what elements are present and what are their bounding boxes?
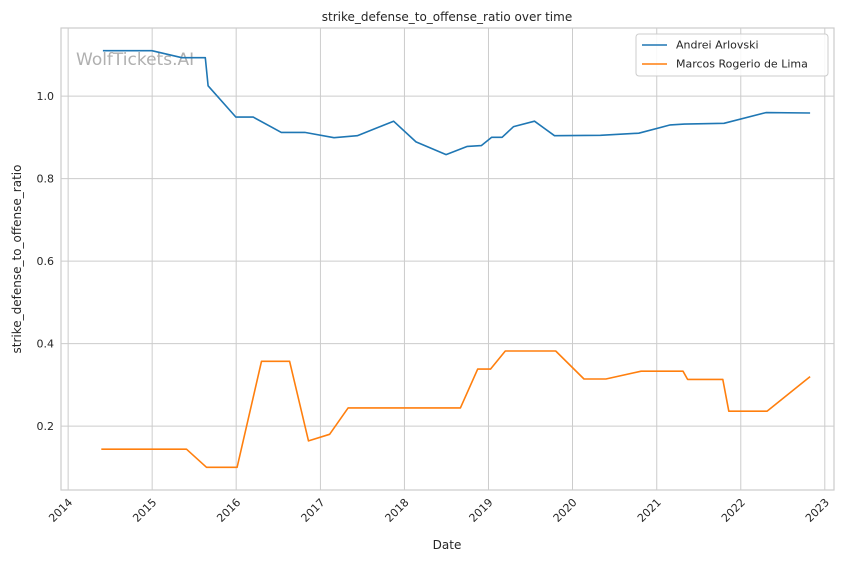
y-tick-label: 0.2 [37, 420, 55, 433]
y-axis-label: strike_defense_to_offense_ratio [10, 165, 24, 354]
legend-label-de-lima: Marcos Rogerio de Lima [676, 58, 808, 71]
watermark: WolfTickets.AI [76, 50, 194, 70]
y-tick-labels: 0.2 0.4 0.6 0.8 1.0 [37, 90, 55, 433]
y-tick-label: 0.8 [37, 173, 55, 186]
legend-box [635, 33, 829, 77]
chart-title: strike_defense_to_offense_ratio over tim… [322, 10, 572, 24]
y-tick-label: 0.4 [37, 338, 55, 351]
y-gridlines [61, 95, 834, 427]
legend-label-arlovski: Andrei Arlovski [676, 39, 759, 52]
y-tick-label: 1.0 [37, 90, 55, 103]
y-tick-label: 0.6 [37, 255, 55, 268]
series-line-andrei-arlovski [102, 49, 811, 156]
series-lines [101, 49, 811, 469]
series-line-marcos-rogerio-de-lima [101, 350, 811, 469]
x-axis-label: Date [433, 538, 462, 552]
x-gridlines [67, 28, 826, 490]
plot-area-frame [60, 27, 835, 491]
legend: Andrei Arlovski Marcos Rogerio de Lima [635, 33, 829, 77]
